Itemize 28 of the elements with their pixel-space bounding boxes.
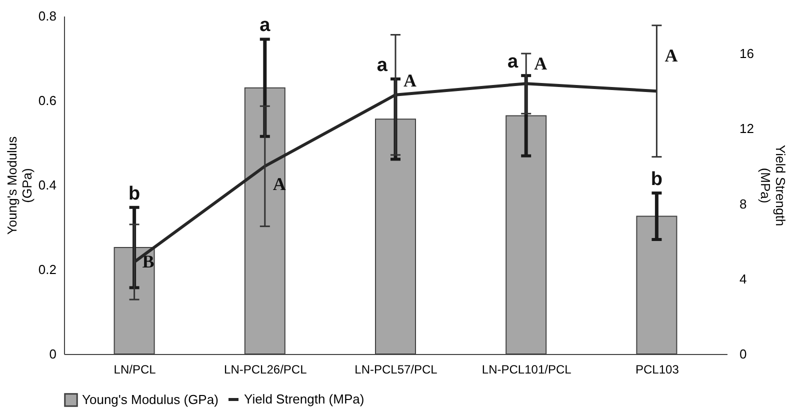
y-axis-title: Young's Modulus (GPa): [4, 136, 34, 235]
annotation: A: [664, 46, 678, 66]
x-tick-label: LN-PCL101/PCL: [482, 362, 572, 376]
y2-tick-label: 12: [740, 121, 754, 136]
annotation: b: [650, 169, 663, 190]
annotation: a: [508, 52, 519, 73]
x-tick-label: PCL103: [636, 362, 680, 376]
y-tick-label: 0: [49, 346, 56, 362]
y2-tick-label: 4: [740, 271, 747, 286]
y-tick-label: 0.2: [38, 262, 56, 277]
legend-label: Young's Modulus (GPa): [82, 392, 218, 407]
y2-tick-label: 16: [740, 46, 754, 62]
y2-tick-label: 8: [740, 196, 747, 212]
legend-label: Yield Strength (MPa): [244, 392, 364, 406]
y2-axis-title: Yield Strength (MPa): [758, 144, 788, 226]
x-tick-label: LN-PCL26/PCL: [224, 362, 308, 376]
annotation: a: [260, 15, 271, 36]
annotation: A: [534, 54, 548, 74]
x-tick-label: LN/PCL: [114, 362, 156, 376]
y-tick-label: 0.6: [38, 93, 56, 108]
annotation: a: [376, 54, 388, 76]
y2-tick-label: 0: [740, 346, 747, 362]
x-tick-label: LN-PCL57/PCL: [354, 362, 438, 376]
annotation: b: [128, 183, 140, 204]
annotation: A: [404, 70, 416, 90]
annotation: B: [142, 251, 154, 272]
y-tick-label: 0.4: [38, 178, 56, 192]
y-tick-label: 0.8: [38, 8, 56, 24]
